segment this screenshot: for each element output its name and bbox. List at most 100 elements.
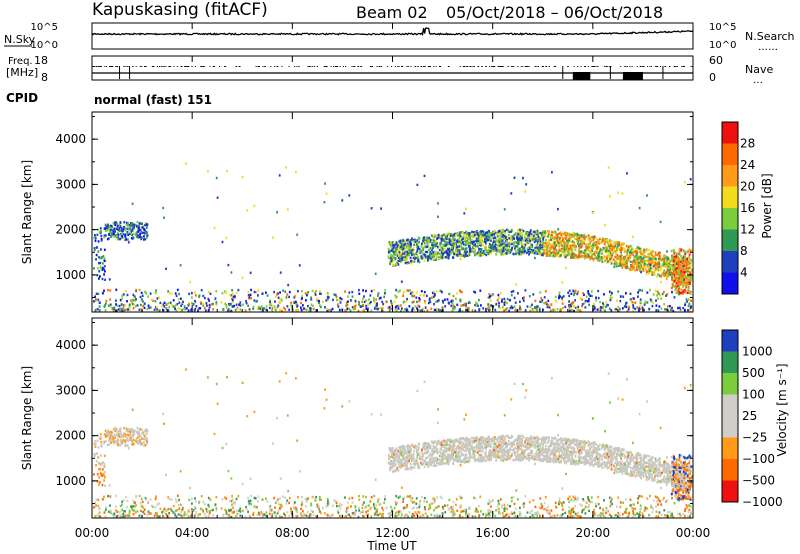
data-cell <box>362 303 364 307</box>
data-cell <box>629 260 632 263</box>
data-cell <box>94 308 97 312</box>
data-cell <box>230 271 233 274</box>
freq-mark <box>139 66 141 67</box>
data-cell <box>296 233 299 236</box>
data-cell <box>587 290 589 293</box>
data-cell <box>100 230 102 233</box>
data-cell <box>572 252 575 255</box>
data-cell <box>126 300 128 303</box>
data-cell <box>681 291 684 294</box>
data-cell <box>222 308 225 311</box>
data-cell <box>463 212 466 215</box>
data-cell <box>233 295 236 298</box>
data-cell <box>456 254 459 257</box>
data-cell <box>507 243 510 246</box>
data-cell <box>400 252 402 256</box>
data-cell <box>625 263 628 266</box>
data-cell <box>591 247 594 250</box>
data-cell <box>559 295 561 298</box>
data-cell <box>265 308 268 312</box>
data-cell <box>127 224 130 227</box>
data-cell <box>557 249 560 253</box>
data-cell <box>454 245 456 248</box>
data-cell <box>407 244 410 247</box>
data-cell <box>398 304 401 307</box>
data-cell <box>636 260 639 263</box>
data-cell <box>619 258 622 261</box>
data-cell <box>138 288 141 292</box>
data-cell <box>105 302 107 305</box>
data-cell <box>104 234 107 237</box>
data-cell <box>114 223 117 227</box>
data-cell <box>453 237 455 240</box>
data-cell <box>557 254 559 257</box>
freq-mark <box>584 66 586 67</box>
data-cell <box>119 427 122 430</box>
data-cell <box>598 307 601 311</box>
data-cell <box>465 243 467 246</box>
data-cell <box>664 255 667 258</box>
freq-mark <box>417 66 419 67</box>
data-cell <box>377 498 380 501</box>
data-cell <box>541 248 544 251</box>
data-cell <box>296 304 299 307</box>
data-cell <box>433 308 436 312</box>
data-cell <box>402 294 404 297</box>
data-cell <box>625 511 628 515</box>
data-cell <box>480 249 483 252</box>
data-cell <box>651 304 654 308</box>
data-cell <box>319 304 321 307</box>
data-cell <box>641 261 644 264</box>
data-cell <box>528 233 531 237</box>
data-cell <box>183 305 186 308</box>
data-cell <box>496 231 499 235</box>
data-cell <box>421 252 424 255</box>
data-cell <box>175 294 178 298</box>
data-cell <box>179 297 182 300</box>
data-cell <box>333 293 336 296</box>
data-cell <box>406 253 409 257</box>
data-cell <box>471 230 473 234</box>
data-cell <box>653 258 655 261</box>
data-cell <box>419 309 422 312</box>
data-cell <box>685 298 688 301</box>
data-cell <box>215 508 218 512</box>
data-cell <box>150 298 153 301</box>
data-cell <box>588 240 591 244</box>
data-cell <box>129 437 132 440</box>
data-cell <box>369 294 372 297</box>
data-cell <box>474 252 477 255</box>
data-cell <box>286 208 289 211</box>
data-cell <box>423 174 426 178</box>
data-cell <box>103 289 105 292</box>
data-cell <box>554 243 557 246</box>
data-cell <box>194 294 197 297</box>
data-cell <box>469 250 471 254</box>
data-cell <box>650 300 653 303</box>
data-cell <box>127 430 130 433</box>
data-cell <box>146 307 149 311</box>
data-cell <box>488 248 490 252</box>
data-cell <box>127 308 130 311</box>
data-cell <box>611 244 614 248</box>
data-cell <box>529 229 532 232</box>
data-cell <box>138 222 141 225</box>
freq-mark <box>386 66 388 67</box>
data-cell <box>411 291 414 294</box>
data-cell <box>410 239 412 242</box>
freq-mark <box>526 66 528 67</box>
data-cell <box>531 308 534 311</box>
data-cell <box>436 255 439 258</box>
data-cell <box>503 309 506 312</box>
data-cell <box>402 245 405 249</box>
freq-mark <box>554 66 556 67</box>
data-cell <box>479 230 482 234</box>
data-cell <box>113 434 115 438</box>
data-cell <box>113 441 115 444</box>
freq-mark <box>577 66 579 67</box>
data-cell <box>502 233 505 237</box>
data-cell <box>423 300 426 303</box>
data-cell <box>504 308 507 311</box>
data-cell <box>235 303 238 306</box>
